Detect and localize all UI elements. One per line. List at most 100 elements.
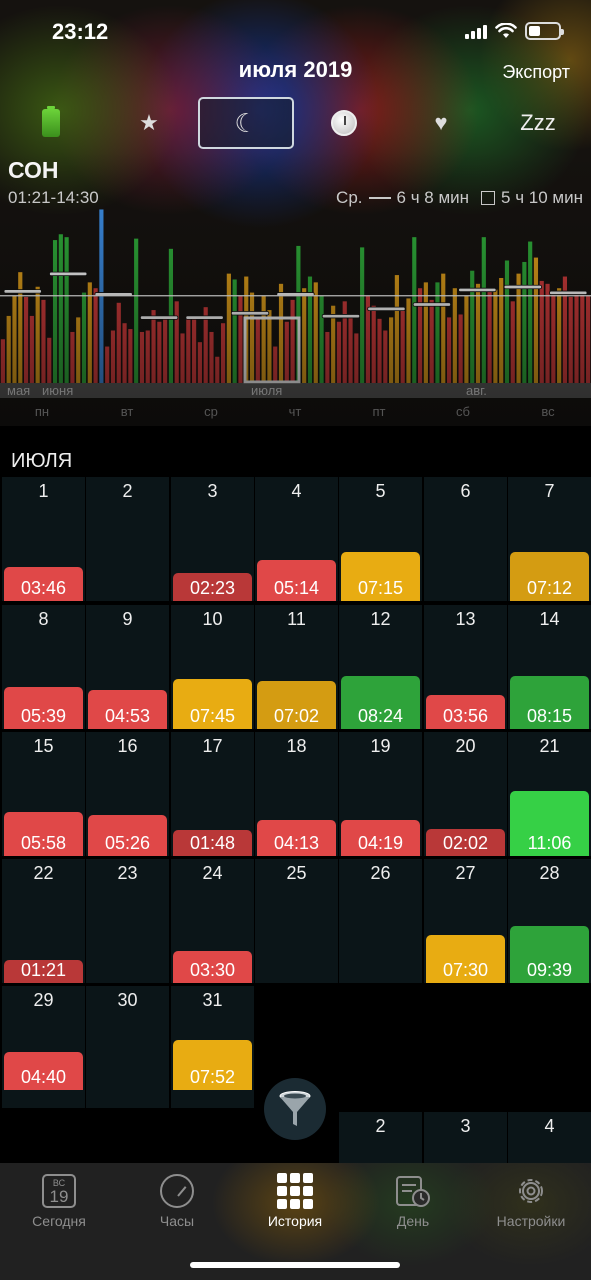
tab-clock[interactable]: Часы: [118, 1163, 236, 1233]
calendar-day-cell[interactable]: 23: [86, 859, 169, 983]
sleep-duration-block: 04:13: [257, 820, 336, 856]
chart-bar: [197, 342, 202, 383]
calendar-day-cell[interactable]: 25: [255, 859, 338, 983]
calendar-day-cell[interactable]: 5 07:15: [339, 477, 422, 601]
sleep-duration-block: 01:48: [173, 830, 252, 856]
day-number: 5: [375, 481, 386, 501]
calendar-day-cell[interactable]: 28 09:39: [508, 859, 591, 983]
day-number: 18: [286, 736, 307, 756]
chart-bar: [122, 323, 127, 383]
chart-bar: [87, 282, 92, 383]
day-number: 16: [117, 736, 138, 756]
sleep-duration-block: 07:30: [426, 935, 505, 983]
chart-bar: [6, 315, 11, 383]
month-label: июня: [42, 383, 74, 398]
next-month-day-cell[interactable]: 4: [508, 1112, 591, 1164]
calendar-empty-cell: [508, 986, 591, 1110]
calendar-day-cell[interactable]: 26: [339, 859, 422, 983]
wifi-icon: [495, 23, 517, 38]
chart-bar: [342, 301, 347, 383]
status-icons: [465, 22, 564, 40]
calendar-day-cell[interactable]: 7 07:12: [508, 477, 591, 601]
chart-bar: [64, 237, 69, 383]
calendar-day-cell[interactable]: 11 07:02: [255, 605, 338, 729]
calendar-day-cell[interactable]: 22 01:21: [2, 859, 85, 983]
chart-bar: [446, 317, 452, 384]
chart-bar: [417, 288, 423, 383]
chart-bar: [336, 321, 342, 383]
selected-week-box[interactable]: [243, 316, 301, 384]
next-month-day-cell[interactable]: 3: [424, 1112, 507, 1164]
calendar-day-cell[interactable]: 6: [424, 477, 507, 601]
chart-bar: [435, 282, 440, 383]
calendar-day-cell[interactable]: 13 03:56: [424, 605, 507, 729]
calendar-day-cell[interactable]: 14 08:15: [508, 605, 591, 729]
tab-day[interactable]: День: [354, 1163, 472, 1233]
category-selector: ★ ☾ ♥ Zzz: [0, 97, 591, 149]
filter-button[interactable]: [264, 1078, 326, 1140]
weekday-label: пн: [34, 404, 50, 419]
category-clock[interactable]: [296, 97, 392, 149]
next-month-day-cell[interactable]: 2: [339, 1112, 422, 1164]
category-star[interactable]: ★: [101, 97, 197, 149]
calendar-day-cell[interactable]: 10 07:45: [171, 605, 254, 729]
export-button[interactable]: Экспорт: [502, 62, 570, 82]
calendar-day-cell[interactable]: 19 04:19: [339, 732, 422, 856]
calendar-day-cell[interactable]: 29 04:40: [2, 986, 85, 1108]
funnel-icon: [279, 1091, 311, 1126]
calendar-day-cell[interactable]: 12 08:24: [339, 605, 422, 729]
calendar-day-cell[interactable]: 15 05:58: [2, 732, 85, 856]
sleep-duration-block: 05:26: [88, 815, 167, 856]
calendar-day-cell[interactable]: 9 04:53: [86, 605, 169, 729]
sleep-duration-block: 07:15: [341, 552, 420, 601]
calendar-day-cell[interactable]: 16 05:26: [86, 732, 169, 856]
grid-icon: [277, 1173, 313, 1209]
calendar-day-cell[interactable]: 21 11:06: [508, 732, 591, 856]
chart-bar: [58, 234, 63, 383]
calendar-day-cell[interactable]: 17 01:48: [171, 732, 254, 856]
calendar-day-cell[interactable]: 8 05:39: [2, 605, 85, 729]
section-title: СОН: [8, 157, 59, 183]
status-time: 23:12: [52, 19, 109, 44]
weekly-average-mark: [367, 306, 406, 312]
day-number: 21: [539, 736, 560, 756]
sleep-chart[interactable]: [0, 208, 591, 384]
chart-bar: [128, 329, 133, 383]
calendar-day-cell[interactable]: 3 02:23: [171, 477, 254, 601]
tab-settings[interactable]: Настройки: [472, 1163, 590, 1233]
category-heart[interactable]: ♥: [393, 97, 489, 149]
calendar-day-cell[interactable]: 31 07:52: [171, 986, 254, 1108]
chart-bar: [383, 330, 388, 383]
chart-bar: [475, 283, 481, 383]
chart-bar: [441, 273, 446, 384]
calendar-day-cell[interactable]: 24 03:30: [171, 859, 254, 983]
calendar-day-cell[interactable]: 2: [86, 477, 169, 601]
calendar-day-cell[interactable]: 27 07:30: [424, 859, 507, 983]
calendar-day-cell[interactable]: 1 03:46: [2, 477, 85, 601]
sleep-duration-block: 08:15: [510, 676, 589, 729]
chart-bar: [557, 288, 562, 383]
chart-bar: [389, 317, 394, 384]
tab-today[interactable]: ВС 19 Сегодня: [0, 1163, 118, 1233]
calendar-day-cell[interactable]: 30: [86, 986, 169, 1108]
chart-bar: [510, 301, 515, 383]
category-moon[interactable]: ☾: [198, 97, 294, 149]
category-zzz[interactable]: Zzz: [490, 97, 586, 149]
chart-legend: Ср. 6 ч 8 мин 5 ч 10 мин: [336, 188, 583, 208]
calendar-day-cell[interactable]: 18 04:13: [255, 732, 338, 856]
calendar-day-cell[interactable]: 20 02:02: [424, 732, 507, 856]
tab-history[interactable]: История: [236, 1163, 354, 1233]
category-battery[interactable]: [3, 97, 99, 149]
chart-bar: [273, 346, 278, 383]
day-number: 14: [539, 609, 560, 629]
calendar-day-cell[interactable]: 4 05:14: [255, 477, 338, 601]
chart-bar: [163, 317, 168, 384]
chart-bar: [551, 294, 556, 383]
chart-bar: [586, 295, 591, 383]
chart-bar: [151, 310, 156, 383]
chart-bar: [499, 278, 504, 383]
chart-bar: [302, 288, 307, 383]
chart-bar: [522, 261, 527, 383]
chart-bar: [215, 356, 220, 383]
chart-bar: [23, 296, 29, 383]
